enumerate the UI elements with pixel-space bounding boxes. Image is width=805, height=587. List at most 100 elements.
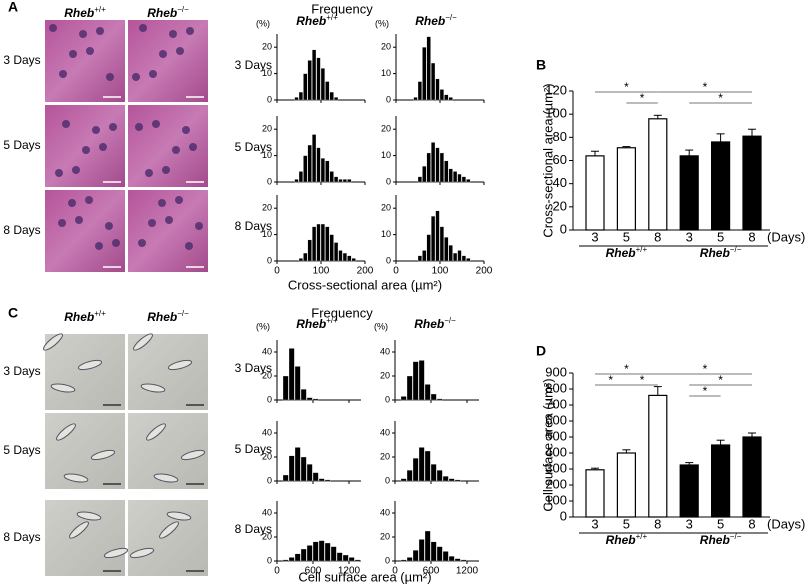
- nucleus: [55, 169, 63, 177]
- cell: [90, 449, 116, 461]
- x-axis-unit: (Days): [767, 229, 805, 244]
- histogram-bar: [316, 147, 321, 183]
- genotype-label: Rheb−/−: [147, 309, 189, 325]
- bar: [742, 436, 762, 518]
- y-tick-label: 40: [380, 507, 390, 517]
- histogram-bar: [338, 179, 343, 183]
- x-tick-label: 8: [654, 229, 661, 244]
- y-axis-label: (%): [375, 18, 389, 28]
- histogram-bar: [354, 559, 361, 562]
- bar: [616, 452, 637, 518]
- cell: [159, 521, 179, 539]
- histogram-bar: [431, 62, 436, 101]
- x-axis-unit: (Days): [767, 516, 805, 531]
- histogram-bar: [466, 179, 471, 183]
- nucleus: [186, 27, 194, 35]
- significance-mark: *: [703, 384, 708, 398]
- histogram-bar: [417, 176, 422, 183]
- histogram-bar: [426, 36, 431, 101]
- histogram-bar: [336, 552, 343, 562]
- y-tick-label: 400: [545, 444, 567, 459]
- nucleus: [132, 73, 140, 81]
- nucleus: [68, 199, 76, 207]
- x-tick-label: 0: [274, 266, 280, 277]
- nucleus: [75, 216, 83, 224]
- genotype-label: Rheb−/−: [414, 316, 456, 332]
- histogram-bar: [454, 479, 461, 482]
- histogram-bar: [406, 557, 413, 562]
- cell: [180, 449, 206, 461]
- gene-name: Rheb: [296, 317, 326, 331]
- nucleus: [105, 222, 113, 230]
- histogram-bar: [448, 478, 455, 482]
- histogram-bar: [442, 551, 449, 562]
- y-tick-label: 0: [267, 394, 272, 404]
- x-axis-label: Cell surface area (µm²): [298, 569, 431, 584]
- x-tick-label: 1200: [338, 566, 361, 577]
- bar: [616, 147, 637, 231]
- x-tick-label: 100: [432, 266, 449, 277]
- y-tick-label: 60: [553, 152, 567, 167]
- significance-mark: *: [624, 80, 629, 94]
- histogram-bar: [431, 215, 436, 262]
- x-tick-label: 100: [313, 266, 330, 277]
- x-tick-label: 0: [392, 566, 398, 577]
- histogram-bar: [347, 255, 352, 262]
- x-tick-label: 200: [357, 266, 374, 277]
- histogram-bar: [334, 176, 339, 183]
- histogram-bar: [342, 179, 347, 183]
- histogram-bar: [298, 258, 303, 262]
- y-tick-label: 100: [545, 106, 567, 121]
- histogram-bar: [312, 398, 319, 401]
- x-tick-label: 8: [748, 229, 755, 244]
- significance-mark: *: [640, 373, 645, 387]
- histogram-bar: [300, 389, 307, 401]
- histogram-bar: [342, 252, 347, 262]
- x-tick-label: 8: [654, 516, 661, 531]
- gene-name: Rheb: [147, 6, 177, 20]
- nucleus: [149, 70, 157, 78]
- histogram-bar: [303, 155, 308, 183]
- y-axis-label: (%): [374, 321, 388, 331]
- row-label: 5 Days: [235, 442, 272, 456]
- histogram-bar: [288, 455, 295, 482]
- histogram-bar: [312, 541, 319, 562]
- y-tick-label: 40: [262, 346, 272, 356]
- x-tick-label: 3: [591, 229, 598, 244]
- y-tick-label: 0: [560, 508, 567, 523]
- y-tick-label: 20: [262, 203, 272, 213]
- histogram-bar: [418, 539, 425, 562]
- genotype: −/−: [444, 316, 456, 325]
- y-tick-label: 20: [262, 531, 272, 541]
- histogram-bar: [422, 250, 427, 262]
- x-tick-label: 5: [623, 516, 630, 531]
- histogram-bar: [282, 375, 289, 401]
- histogram-bar: [431, 142, 436, 183]
- genotype: +/+: [636, 532, 648, 541]
- histogram-bar: [424, 450, 431, 482]
- histogram-bar: [426, 152, 431, 183]
- gene-name: Rheb: [606, 533, 636, 547]
- nucleus: [62, 120, 70, 128]
- nucleus: [85, 196, 93, 204]
- nucleus: [176, 47, 184, 55]
- histogram-bar: [413, 97, 418, 101]
- row-label: 8 Days: [235, 522, 272, 536]
- histogram-bar: [300, 548, 307, 562]
- histogram-bar: [448, 97, 453, 101]
- y-tick-label: 300: [545, 460, 567, 475]
- micrograph: [128, 500, 208, 576]
- histogram-bar: [324, 479, 331, 482]
- genotype: +/+: [636, 245, 648, 254]
- significance-mark: *: [608, 373, 613, 387]
- micrograph: [45, 334, 125, 410]
- cell: [103, 547, 129, 559]
- histogram-bar: [461, 255, 466, 262]
- histogram-bar: [448, 245, 453, 262]
- histogram-bar: [460, 559, 467, 562]
- nucleus: [96, 27, 104, 35]
- genotype: +/+: [94, 5, 106, 14]
- genotype: +/+: [326, 13, 338, 22]
- histogram-bar: [342, 554, 349, 562]
- genotype-label: Rheb+/+: [296, 13, 338, 29]
